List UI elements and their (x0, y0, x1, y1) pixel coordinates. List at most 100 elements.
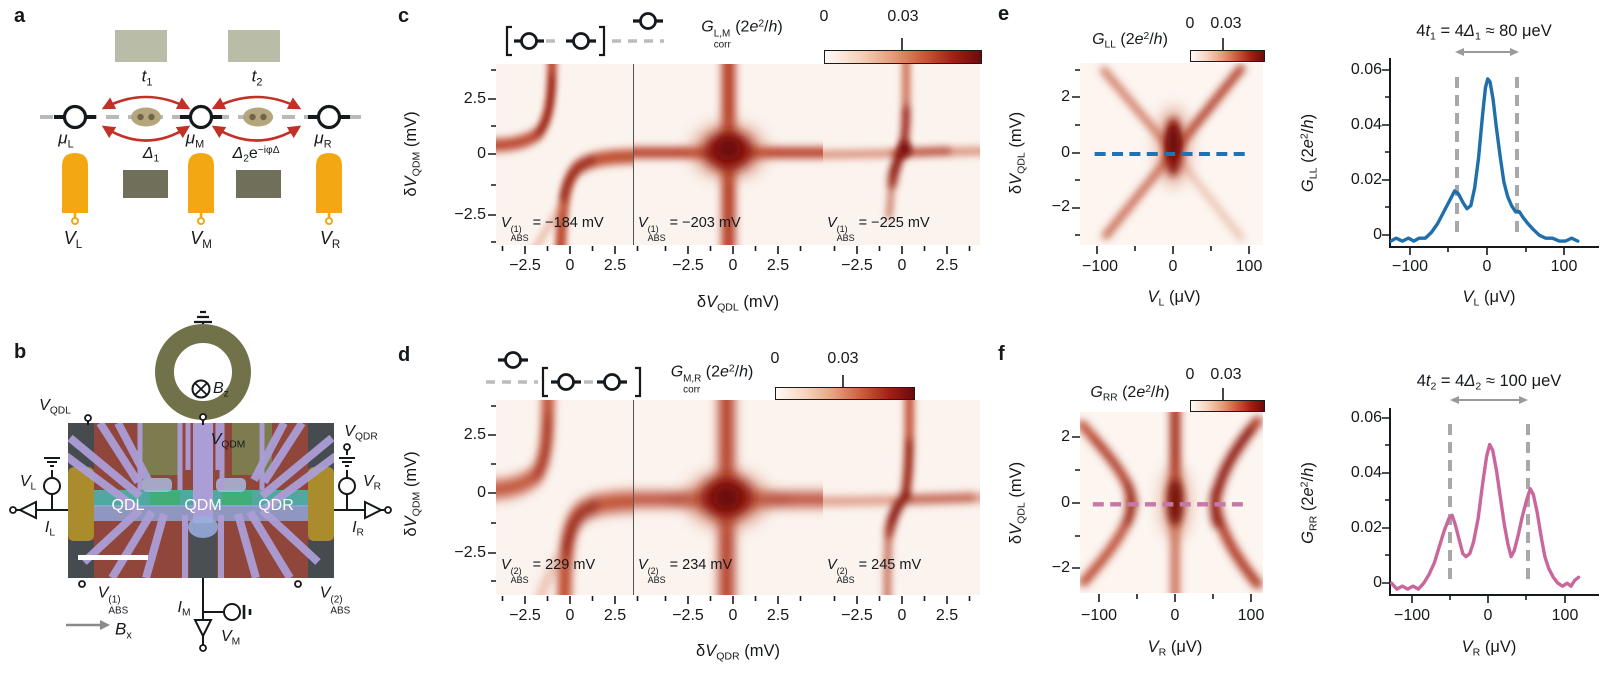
e-trace-title: 4t1 = 4Δ1 ≈ 80 μeV (1416, 21, 1552, 43)
abs-dot (137, 113, 144, 121)
scale-bar (78, 555, 148, 560)
f-map-xtick: −100 (1080, 607, 1118, 624)
panel-tag-c: c (398, 5, 410, 27)
c-xtick: 0 (897, 257, 907, 274)
c-xtick: 0 (565, 257, 575, 274)
vabs1-label: V (1) ABS (97, 584, 129, 617)
panel-tag-d: d (398, 344, 411, 366)
e-map-ytick: −2 (1051, 198, 1070, 215)
vqdm-terminal (199, 413, 207, 421)
f-map-ytick: 0 (1061, 494, 1070, 511)
vr-gate-label: VR (319, 228, 341, 252)
f-trace-xtick: 100 (1551, 607, 1579, 624)
mu-r-label: μR (314, 128, 332, 151)
c-xtick: 2.5 (935, 257, 959, 274)
ir-amplifier (364, 500, 384, 520)
f-map-xtick: 100 (1237, 607, 1265, 624)
gll-curve (1391, 79, 1578, 241)
d-xtick: 0 (565, 607, 575, 624)
trace-plot-gll (1390, 60, 1597, 247)
colorbar-e-min: 0 (1185, 15, 1195, 32)
f-map-ytick: 2 (1061, 428, 1070, 445)
abs-dot (249, 113, 256, 121)
heatmap-d1 (496, 400, 633, 595)
f-map-x-axis-label: VR (μV) (1147, 637, 1203, 659)
f-map-xtick: 0 (1170, 607, 1180, 624)
c-xtick: 2.5 (603, 257, 627, 274)
e-trace-ytick: 0 (1373, 226, 1382, 243)
bz-cross (194, 382, 208, 396)
gll-map-label: GLL (2e2/h) (1092, 30, 1168, 51)
colorbar-d-tick: 0.03 (827, 350, 859, 367)
vqdr-terminal (343, 443, 351, 451)
vl-label: VL (19, 473, 37, 493)
bx-label: Bx (115, 619, 132, 642)
vabs1-terminal (78, 580, 86, 588)
c-xtick: −2.5 (672, 257, 704, 274)
abs-site-1 (131, 107, 161, 127)
mu-m-label: μM (185, 128, 205, 151)
d-y-axis-label: δVQDM (mV) (401, 451, 423, 537)
colorbar-c (824, 50, 982, 64)
delta2-label: Δ2e−iφΔ (232, 144, 280, 165)
superconducting-loop (155, 324, 251, 420)
colorbar-f (1190, 400, 1265, 412)
f-trace-ytick: 0 (1373, 574, 1382, 591)
qdr-label: QDR (258, 497, 294, 514)
device-schematic (9, 310, 392, 652)
f-trace-ytick: 0.06 (1350, 409, 1382, 426)
e-trace-xtick: 0 (1482, 258, 1492, 275)
e-map-xtick: −100 (1081, 258, 1119, 275)
t2-label: t2 (251, 66, 263, 89)
vqdr-label: VQDR (344, 423, 378, 443)
abs-site-2 (243, 107, 273, 127)
gate-fingers (68, 423, 334, 578)
d-annotation-2: V (2) ABS = 234 mV (638, 557, 733, 586)
f-trace-ytick: 0.02 (1350, 519, 1382, 536)
c-annotation-1: V (1) ABS = −184 mV (501, 215, 604, 244)
panel-tag-f: f (998, 343, 1005, 365)
grr-curve (1392, 445, 1579, 590)
colorbar-d-min: 0 (770, 350, 780, 367)
t1-coupling-arrow (101, 95, 191, 110)
vabs2-terminal (294, 580, 302, 588)
e-trace-ytick: 0.04 (1350, 116, 1382, 133)
d-ytick: −2.5 (454, 544, 486, 561)
sem-image (68, 423, 334, 578)
d-annotation-3: V (2) ABS = 245 mV (827, 557, 922, 586)
im-label: IM (177, 599, 191, 619)
axis-ticks (488, 38, 1566, 604)
delta2-coupling-arrow (211, 125, 302, 142)
quantum-dot-M (188, 104, 214, 130)
colorbar-e (1190, 50, 1265, 62)
panel-tag-e: e (998, 3, 1010, 25)
d-xtick: −2.5 (841, 607, 873, 624)
panel-d-chain-icon (486, 351, 642, 398)
d-xtick: −2.5 (672, 607, 704, 624)
bottom-gate-rect-1 (123, 170, 168, 198)
d-xtick: 2.5 (935, 607, 959, 624)
il-amplifier (17, 500, 37, 520)
e-trace-ytick: 0.02 (1350, 171, 1382, 188)
vm-terminal (199, 644, 207, 652)
d-xtick: 0 (728, 607, 738, 624)
colorbar-f-tick: 0.03 (1210, 366, 1242, 383)
vr-label: VR (362, 473, 382, 493)
colorbar-c-tick: 0.03 (887, 8, 919, 25)
grr-map-label: GRR (2e2/h) (1090, 383, 1170, 404)
f-trace-xtick: −100 (1393, 607, 1431, 624)
vm-label: VM (221, 628, 241, 648)
d-annotation-1: V (2) ABS = 229 mV (501, 557, 596, 586)
abs-dot (260, 113, 267, 121)
vl-source (43, 477, 61, 495)
bx-arrow-head (100, 620, 110, 630)
kitaev-chain-schematic (40, 30, 368, 225)
e-trace-ytick: 0.06 (1350, 61, 1382, 78)
f-map-ytick: −2 (1051, 559, 1070, 576)
heatmap-f (1080, 412, 1263, 593)
qdm-label: QDM (184, 497, 222, 514)
d-x-axis-label: δVQDR (mV) (696, 641, 780, 663)
top-gate-rect-1 (115, 30, 167, 62)
